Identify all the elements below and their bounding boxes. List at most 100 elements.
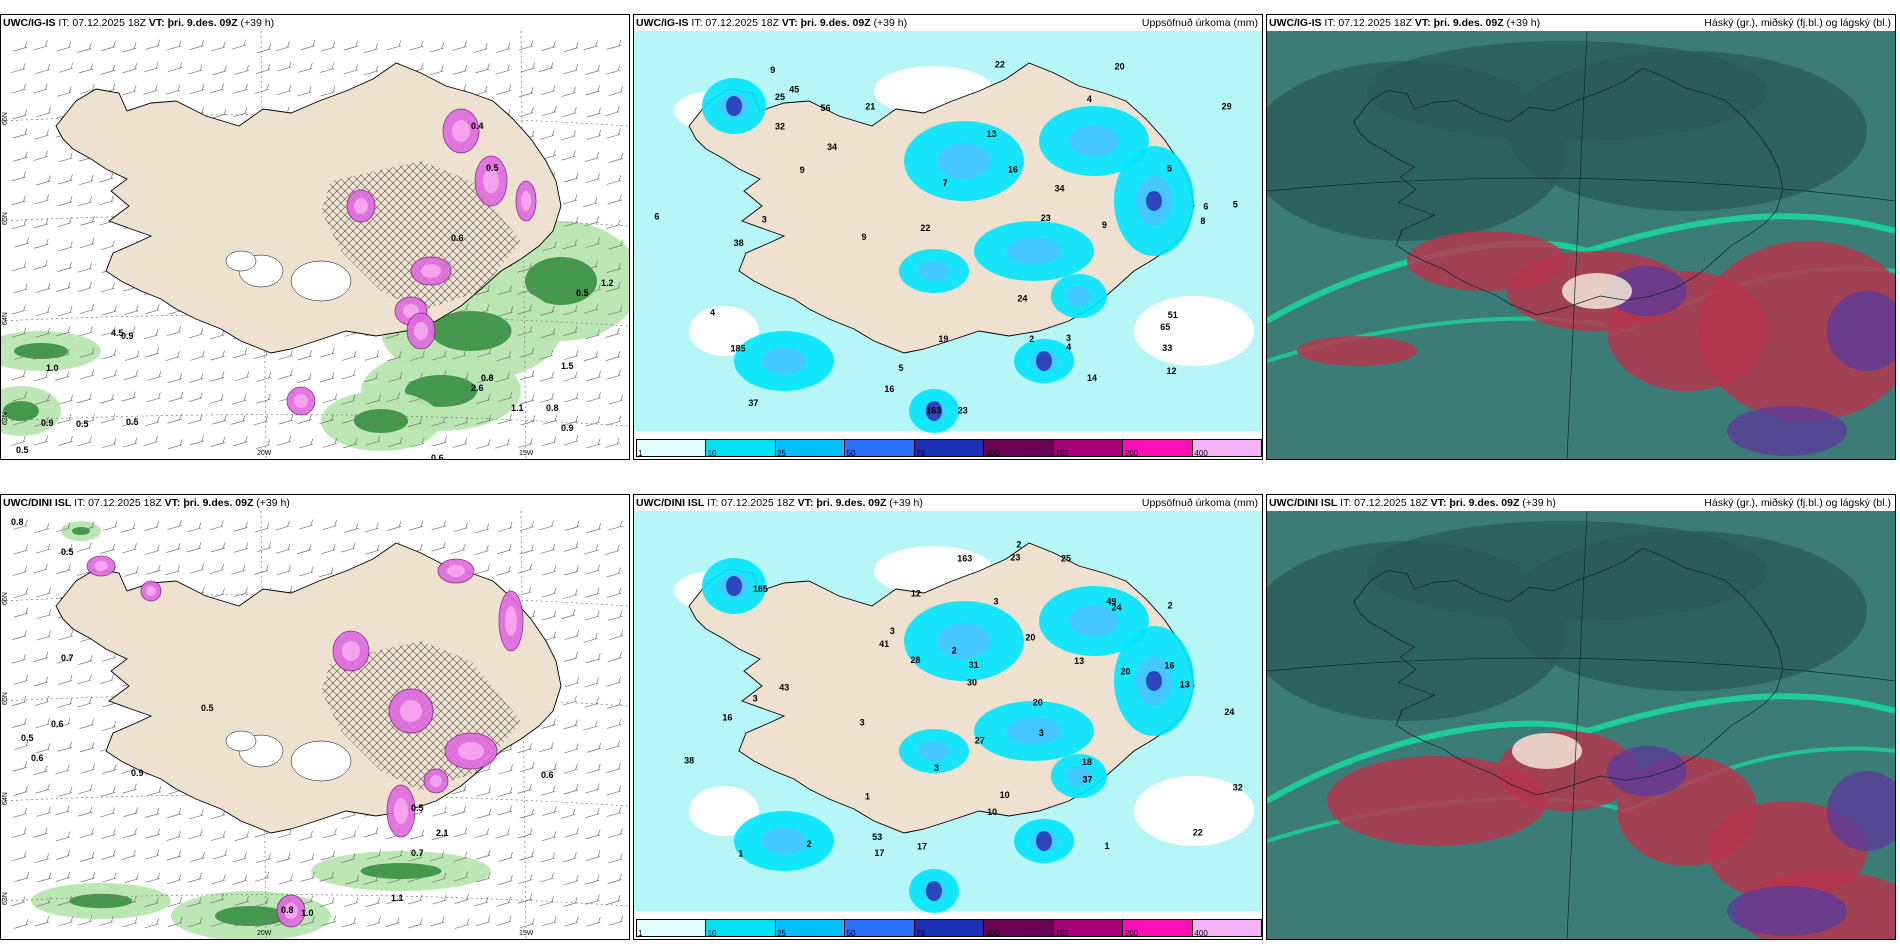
iceland-outline	[1353, 547, 1784, 796]
lead-time: (+39 h)	[1522, 497, 1556, 509]
colorbar-segment	[706, 920, 776, 936]
precip-value-label: 0.7	[411, 848, 424, 858]
precip-value-label: 0.8	[546, 403, 559, 413]
cloud-cover-map	[1267, 511, 1895, 939]
lead-time: (+39 h)	[240, 17, 275, 29]
valid-time: þri. 9.des. 09Z	[167, 17, 238, 29]
accum-value-label: 3	[934, 763, 939, 773]
latitude-label: 65N	[2, 212, 9, 225]
accum-value-label: 13	[1180, 679, 1190, 689]
accum-value-label: 5	[1167, 163, 1172, 173]
valid-time: þri. 9.des. 09Z	[1433, 17, 1504, 29]
accum-value-label: 185	[753, 584, 768, 594]
accum-value-label: 2	[1016, 539, 1021, 549]
accum-value-label: 24	[1111, 603, 1121, 613]
accum-value-label: 22	[1193, 827, 1203, 837]
colorbar-segment	[637, 440, 707, 456]
precip-value-label: 0.5	[576, 288, 589, 298]
accum-value-label: 20	[1025, 632, 1035, 642]
accum-value-label: 45	[789, 85, 799, 95]
accum-value-label: 38	[734, 238, 744, 248]
precip-value-label: 0.5	[61, 547, 74, 557]
colorbar-segment	[1053, 920, 1124, 936]
accum-value-label: 31	[969, 660, 979, 670]
accum-value-label: 1	[1104, 841, 1109, 851]
panel-title: UWC/DINI ISL IT: 07.12.2025 18Z VT: þri.…	[636, 497, 923, 509]
panel-title: UWC/IG-IS IT: 07.12.2025 18Z VT: þri. 9.…	[3, 17, 274, 29]
accum-value-label: 6	[1203, 202, 1208, 212]
colorbar-tick: 75	[916, 929, 926, 938]
accum-value-label: 16	[1008, 164, 1018, 174]
colorbar-tick: 25	[777, 929, 787, 938]
accum-value-label: 37	[1083, 775, 1093, 785]
accum-value-label: 10	[987, 807, 997, 817]
accum-value-label: 3	[762, 214, 767, 224]
accum-value-label: 14	[1087, 373, 1097, 383]
valid-time: þri. 9.des. 09Z	[183, 497, 254, 509]
accum-value-label: 3	[753, 693, 758, 703]
accum-value-label: 23	[1010, 552, 1020, 562]
colorbar-segment	[706, 440, 776, 456]
accum-value-label: 3	[860, 717, 865, 727]
accum-value-label: 12	[1166, 366, 1176, 376]
accum-value-label: 43	[779, 683, 789, 693]
precip-value-label: 4.5	[111, 328, 124, 338]
precip-value-label: 1.1	[391, 893, 404, 903]
lead-time: (+39 h)	[889, 497, 923, 509]
accum-value-label: 3	[1066, 333, 1071, 343]
precip-colorbar	[636, 439, 1262, 457]
colorbar-tick: 10	[707, 449, 717, 458]
valid-time: þri. 9.des. 09Z	[1449, 497, 1520, 509]
colorbar-segment	[775, 440, 846, 456]
accum-value-label: 37	[748, 398, 758, 408]
lead-time: (+39 h)	[1506, 17, 1541, 29]
accum-value-label: 20	[1115, 62, 1125, 72]
accum-value-label: 29	[1222, 102, 1232, 112]
accum-value-label: 185	[730, 344, 745, 354]
colorbar-tick: 100	[985, 929, 1000, 938]
init-time: IT: 07.12.2025 18Z	[1324, 17, 1412, 29]
lead-time: (+39 h)	[873, 17, 908, 29]
accum-value-label: 38	[684, 756, 694, 766]
accum-value-label: 2	[1168, 601, 1173, 611]
longitude-label: 15W	[519, 450, 534, 457]
valid-time-label: VT:	[1414, 17, 1431, 29]
colorbar-tick: 10	[707, 929, 717, 938]
accum-value-label: 10	[1000, 790, 1010, 800]
model-name: UWC/IG-IS	[636, 17, 689, 29]
precip-value-label: 1.5	[561, 361, 574, 371]
accum-value-label: 20	[1120, 666, 1130, 676]
valid-time-label: VT:	[148, 17, 165, 29]
accum-value-label: 4	[1066, 342, 1071, 352]
accum-value-label: 51	[1168, 310, 1178, 320]
colorbar-tick: 200	[1124, 929, 1139, 938]
accumulated-precip-map: 3322333161820412417282713534918516332384…	[634, 511, 1262, 913]
colorbar-tick: 150	[1055, 929, 1069, 938]
accum-value-label: 2	[807, 839, 812, 849]
accum-value-label: 3	[890, 626, 895, 636]
accum-value-label: 9	[770, 65, 775, 75]
precip-value-label: 0.8	[281, 905, 294, 915]
accum-value-label: 25	[775, 92, 785, 102]
accum-value-label: 27	[975, 736, 985, 746]
colorbar-tick: 100	[985, 449, 1000, 458]
panel-title: UWC/IG-IS IT: 07.12.2025 18Z VT: þri. 9.…	[1269, 17, 1540, 29]
accum-value-label: 7	[943, 178, 948, 188]
precip-value-label: 0.8	[481, 373, 494, 383]
accum-value-label: 23	[958, 406, 968, 416]
colorbar-tick: 200	[1124, 449, 1139, 458]
accum-value-label: 24	[1017, 293, 1027, 303]
precip-value-label: 0.6	[31, 753, 44, 763]
iceland-outline	[1353, 67, 1784, 316]
accum-value-label: 28	[911, 655, 921, 665]
precip-type-map: 0.8 0.5 0.7 0.5 0.6 0.5 0.6 0.9 0.5 2.1 0.7 1.1 0.6 1…	[1, 511, 629, 939]
precip-value-label: 1.1	[511, 403, 524, 413]
panel-title: UWC/DINI ISL IT: 07.12.2025 18Z VT: þri.…	[1269, 497, 1556, 509]
colorbar-tick: 1	[638, 929, 643, 938]
accum-value-label: 16	[884, 384, 894, 394]
init-time: IT: 07.12.2025 18Z	[707, 497, 795, 509]
precip-value-label: 0.9	[561, 423, 574, 433]
latitude-label: 65N	[2, 692, 9, 705]
init-time: IT: 07.12.2025 18Z	[74, 497, 162, 509]
